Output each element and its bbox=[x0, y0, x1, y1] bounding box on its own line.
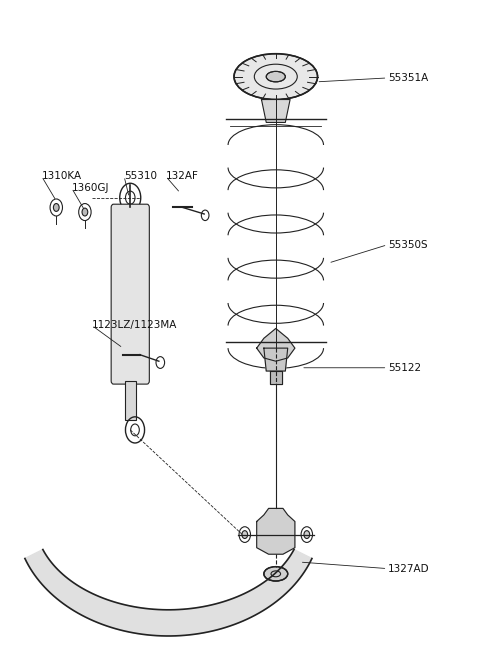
FancyBboxPatch shape bbox=[111, 204, 149, 384]
Text: 1360GJ: 1360GJ bbox=[72, 183, 109, 193]
Polygon shape bbox=[270, 371, 281, 384]
Polygon shape bbox=[264, 348, 288, 371]
Bar bbox=[124, 381, 136, 420]
Text: 55310: 55310 bbox=[124, 171, 157, 181]
Ellipse shape bbox=[234, 54, 318, 99]
Polygon shape bbox=[25, 549, 312, 636]
Circle shape bbox=[304, 531, 310, 539]
Ellipse shape bbox=[264, 566, 288, 581]
Text: 55350S: 55350S bbox=[388, 240, 428, 250]
Text: 55351A: 55351A bbox=[388, 73, 428, 83]
Text: 132AF: 132AF bbox=[166, 171, 199, 181]
Ellipse shape bbox=[266, 72, 285, 82]
Text: 55122: 55122 bbox=[388, 363, 421, 373]
Polygon shape bbox=[257, 509, 295, 555]
Circle shape bbox=[53, 204, 59, 212]
Text: 1123LZ/1123MA: 1123LZ/1123MA bbox=[92, 320, 178, 330]
Circle shape bbox=[82, 208, 88, 216]
Polygon shape bbox=[257, 328, 295, 361]
Polygon shape bbox=[262, 99, 290, 122]
Circle shape bbox=[242, 531, 248, 539]
Text: 1327AD: 1327AD bbox=[388, 564, 430, 574]
Text: 1310KA: 1310KA bbox=[42, 171, 82, 181]
